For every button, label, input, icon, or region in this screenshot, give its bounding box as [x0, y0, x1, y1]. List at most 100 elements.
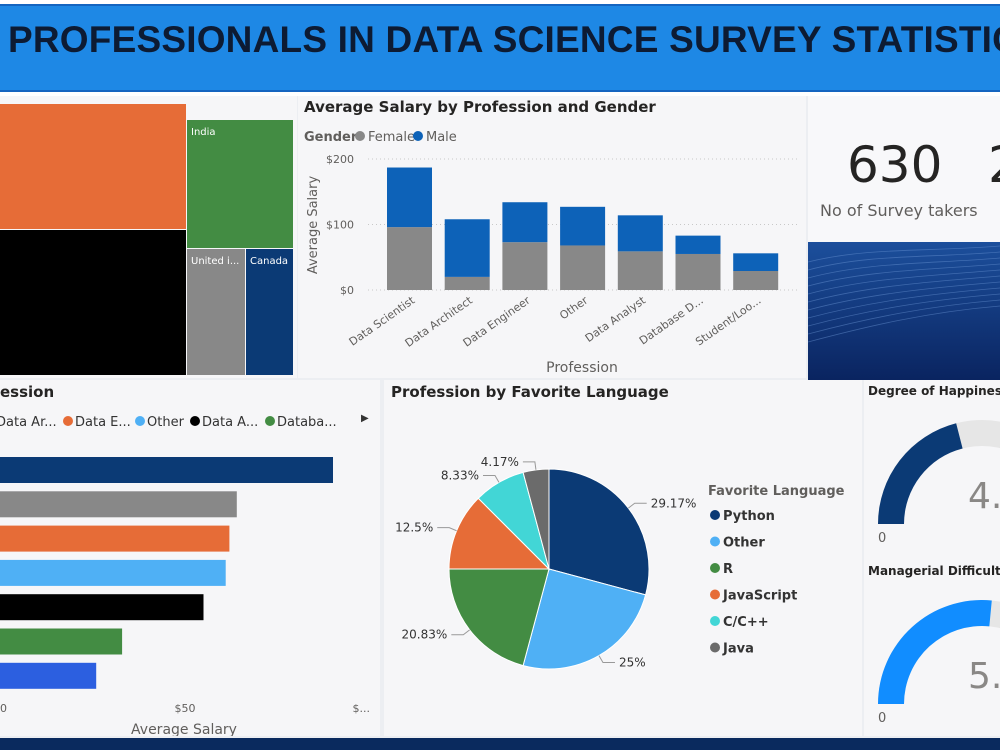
kpi-panel: 630 2 No of Survey takers	[808, 96, 1000, 380]
pie-data-label: 29.17%	[651, 496, 697, 510]
header-bar: PROFESSIONALS IN DATA SCIENCE SURVEY STA…	[0, 4, 1000, 92]
bar-female	[560, 245, 606, 290]
language-panel: Profession by Favorite Language 29.17% 25…	[384, 380, 862, 736]
pie-data-label: 8.33%	[441, 468, 479, 482]
legend-marker	[710, 563, 720, 573]
legend-label: Data E...	[75, 415, 131, 430]
legend-label: JavaScript	[722, 589, 797, 604]
treemap-tile	[0, 230, 186, 375]
pie-slice-r	[448, 568, 550, 667]
pie-leader-line	[522, 461, 537, 470]
salary-bar	[0, 491, 237, 518]
x-axis-title: Profession	[546, 360, 618, 376]
pie-leader-line	[437, 527, 457, 532]
bar-male	[617, 215, 663, 252]
x-tick-label: 0	[0, 702, 7, 715]
legend-marker	[63, 416, 73, 426]
treemap-tile	[187, 249, 245, 375]
bar-male	[675, 235, 721, 254]
bar-male	[387, 167, 432, 228]
pie-data-label: 12.5%	[395, 521, 433, 535]
legend-marker	[265, 416, 275, 426]
salary-bar-panel: ession Data Ar... Data E... Other Data A...…	[0, 380, 380, 736]
pie-slice-python	[548, 468, 650, 596]
gauge-value: 5.3	[968, 656, 1000, 697]
legend-title: Gender	[304, 130, 358, 145]
y-tick-label: $200	[326, 153, 354, 166]
salary-bar	[0, 628, 123, 655]
treemap-tile-label: United i...	[191, 256, 239, 267]
bar-female	[675, 253, 721, 290]
legend-marker	[190, 416, 200, 426]
bar-male	[502, 202, 548, 243]
gauges-panel: Degree of Happiness 0 4.2 Managerial Diffic…	[864, 380, 1000, 736]
survey-count-label: No of Survey takers	[820, 201, 978, 220]
y-tick-label: $0	[340, 284, 354, 297]
salary-bar	[0, 525, 230, 552]
x-tick-label: $...	[353, 702, 371, 715]
treemap-tile	[187, 120, 293, 248]
bar-male	[560, 206, 606, 246]
salary-bar-title: ession	[0, 383, 55, 401]
bar-female	[502, 242, 548, 290]
legend-marker	[710, 642, 720, 653]
pie-data-label: 20.83%	[402, 628, 448, 642]
legend-label: Data Ar...	[0, 415, 57, 430]
gauge-fill	[878, 423, 963, 524]
y-tick-label: $100	[326, 219, 354, 232]
bar-female	[617, 251, 663, 290]
legend-label: Other	[147, 415, 185, 430]
legend-marker	[413, 131, 423, 141]
legend-label: Other	[723, 536, 765, 551]
pie-data-label: 25%	[619, 656, 646, 670]
header-banner: PROFESSIONALS IN DATA SCIENCE SURVEY STA…	[0, 0, 1000, 96]
bar-female	[444, 276, 490, 290]
salary-bar-chart[interactable]: Data Ar... Data E... Other Data A... Databa.…	[0, 380, 380, 736]
legend-marker	[710, 616, 720, 626]
gauge-min-label: 0	[878, 531, 886, 546]
pie-leader-line	[451, 629, 470, 636]
legend-label: Java	[722, 642, 754, 657]
y-axis-title: Average Salary	[306, 176, 321, 275]
legend-label: Data A...	[202, 415, 258, 430]
legend-marker	[135, 416, 145, 426]
page-title: PROFESSIONALS IN DATA SCIENCE SURVEY STA…	[8, 19, 1000, 60]
salary-bar	[0, 594, 204, 621]
gauge-track	[878, 420, 1000, 524]
legend-label: C/C++	[723, 615, 769, 630]
x-axis-title: Average Salary	[131, 722, 237, 736]
salary-bar	[0, 457, 333, 483]
bar-male	[444, 219, 490, 277]
second-kpi-value: 2	[988, 136, 1000, 194]
language-pie-chart[interactable]: 29.17% 25% 20.83% 12.5% 8.33%4.17% Favorite L…	[384, 380, 862, 736]
gauge-title: Degree of Happiness	[868, 384, 1000, 398]
legend-title: Favorite Language	[708, 484, 845, 499]
treemap-panel: India United i... Canada	[0, 96, 297, 378]
pie-leader-line	[628, 502, 647, 509]
legend-marker	[710, 510, 720, 520]
salary-gender-panel: Average Salary by Profession and Gender …	[298, 96, 806, 378]
treemap-chart[interactable]: India United i... Canada	[0, 96, 297, 378]
gauge-fill	[878, 600, 992, 704]
treemap-tile-label: India	[191, 127, 216, 138]
salary-gender-title: Average Salary by Profession and Gender	[304, 98, 656, 116]
legend-label: Female	[368, 130, 415, 145]
legend-marker	[355, 131, 365, 141]
legend-next-arrow[interactable]: ▶	[361, 413, 369, 424]
legend-label: R	[723, 562, 733, 577]
treemap-tile-label: Canada	[250, 256, 288, 267]
pie-leader-line	[598, 655, 615, 664]
gauges-chart: Degree of Happiness 0 4.2 Managerial Diffic…	[868, 384, 1000, 726]
pie-slice-other	[522, 568, 647, 670]
treemap-tile	[246, 249, 293, 375]
gauge-title: Managerial Difficulty	[868, 564, 1000, 578]
legend-label: Male	[426, 130, 457, 145]
salary-bar	[0, 662, 97, 689]
gauge-value: 4.2	[968, 476, 1000, 517]
x-tick-label: Other	[557, 294, 590, 323]
bar-female	[387, 227, 432, 290]
treemap-tile	[0, 104, 186, 229]
bar-female	[733, 271, 779, 290]
x-tick-label: $50	[175, 702, 196, 715]
